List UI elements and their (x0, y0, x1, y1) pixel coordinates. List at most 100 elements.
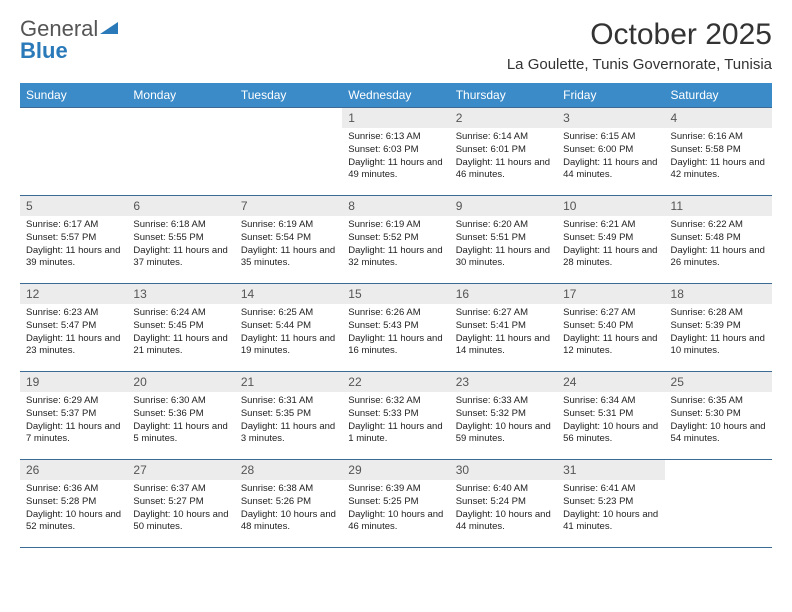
sunset-text: Sunset: 5:33 PM (348, 408, 443, 421)
daylight-text: Daylight: 11 hours and 30 minutes. (456, 245, 551, 271)
sunset-text: Sunset: 5:25 PM (348, 496, 443, 509)
day-number: 22 (342, 372, 449, 392)
calendar-day-cell: 6Sunrise: 6:18 AMSunset: 5:55 PMDaylight… (127, 196, 234, 284)
daylight-text: Daylight: 11 hours and 37 minutes. (133, 245, 228, 271)
calendar-week-row: 19Sunrise: 6:29 AMSunset: 5:37 PMDayligh… (20, 372, 772, 460)
sunrise-text: Sunrise: 6:22 AM (671, 219, 766, 232)
day-details: Sunrise: 6:19 AMSunset: 5:54 PMDaylight:… (235, 216, 342, 272)
day-details: Sunrise: 6:15 AMSunset: 6:00 PMDaylight:… (557, 128, 664, 184)
calendar-day-cell: 15Sunrise: 6:26 AMSunset: 5:43 PMDayligh… (342, 284, 449, 372)
calendar-day-cell: 16Sunrise: 6:27 AMSunset: 5:41 PMDayligh… (450, 284, 557, 372)
sunrise-text: Sunrise: 6:29 AM (26, 395, 121, 408)
sunrise-text: Sunrise: 6:16 AM (671, 131, 766, 144)
day-number: 27 (127, 460, 234, 480)
sunset-text: Sunset: 5:45 PM (133, 320, 228, 333)
sunrise-text: Sunrise: 6:33 AM (456, 395, 551, 408)
sunrise-text: Sunrise: 6:39 AM (348, 483, 443, 496)
sunset-text: Sunset: 5:51 PM (456, 232, 551, 245)
daylight-text: Daylight: 10 hours and 46 minutes. (348, 509, 443, 535)
daylight-text: Daylight: 11 hours and 7 minutes. (26, 421, 121, 447)
day-number: 7 (235, 196, 342, 216)
weekday-header: Tuesday (235, 83, 342, 108)
calendar-day-cell: 4Sunrise: 6:16 AMSunset: 5:58 PMDaylight… (665, 108, 772, 196)
sunset-text: Sunset: 5:23 PM (563, 496, 658, 509)
sunrise-text: Sunrise: 6:21 AM (563, 219, 658, 232)
sunset-text: Sunset: 5:52 PM (348, 232, 443, 245)
calendar-day-cell: 21Sunrise: 6:31 AMSunset: 5:35 PMDayligh… (235, 372, 342, 460)
sunrise-text: Sunrise: 6:36 AM (26, 483, 121, 496)
day-details: Sunrise: 6:24 AMSunset: 5:45 PMDaylight:… (127, 304, 234, 360)
calendar-week-row: 1Sunrise: 6:13 AMSunset: 6:03 PMDaylight… (20, 108, 772, 196)
daylight-text: Daylight: 10 hours and 52 minutes. (26, 509, 121, 535)
calendar-day-cell (20, 108, 127, 196)
location-text: La Goulette, Tunis Governorate, Tunisia (507, 56, 772, 73)
sunset-text: Sunset: 5:54 PM (241, 232, 336, 245)
day-details: Sunrise: 6:37 AMSunset: 5:27 PMDaylight:… (127, 480, 234, 536)
day-details: Sunrise: 6:21 AMSunset: 5:49 PMDaylight:… (557, 216, 664, 272)
calendar-day-cell (127, 108, 234, 196)
sunset-text: Sunset: 5:55 PM (133, 232, 228, 245)
day-number: 18 (665, 284, 772, 304)
day-number: 11 (665, 196, 772, 216)
day-details: Sunrise: 6:23 AMSunset: 5:47 PMDaylight:… (20, 304, 127, 360)
sunrise-text: Sunrise: 6:23 AM (26, 307, 121, 320)
sunrise-text: Sunrise: 6:38 AM (241, 483, 336, 496)
sunrise-text: Sunrise: 6:37 AM (133, 483, 228, 496)
day-number: 8 (342, 196, 449, 216)
calendar-day-cell: 29 Sunrise: 6:39 AMSunset: 5:25 PMDayligh… (342, 460, 449, 548)
day-number: 29 (342, 460, 449, 480)
calendar-week-row: 5Sunrise: 6:17 AMSunset: 5:57 PMDaylight… (20, 196, 772, 284)
calendar-day-cell: 26Sunrise: 6:36 AMSunset: 5:28 PMDayligh… (20, 460, 127, 548)
sunrise-text: Sunrise: 6:40 AM (456, 483, 551, 496)
calendar-day-cell: 9Sunrise: 6:20 AMSunset: 5:51 PMDaylight… (450, 196, 557, 284)
day-details: Sunrise: 6:27 AMSunset: 5:40 PMDaylight:… (557, 304, 664, 360)
day-details: Sunrise: 6:38 AMSunset: 5:26 PMDaylight:… (235, 480, 342, 536)
daylight-text: Daylight: 10 hours and 59 minutes. (456, 421, 551, 447)
daylight-text: Daylight: 11 hours and 26 minutes. (671, 245, 766, 271)
day-details: Sunrise: 6:16 AMSunset: 5:58 PMDaylight:… (665, 128, 772, 184)
sunrise-text: Sunrise: 6:28 AM (671, 307, 766, 320)
daylight-text: Daylight: 11 hours and 10 minutes. (671, 333, 766, 359)
daylight-text: Daylight: 10 hours and 48 minutes. (241, 509, 336, 535)
calendar-day-cell: 14Sunrise: 6:25 AMSunset: 5:44 PMDayligh… (235, 284, 342, 372)
calendar-body: 1Sunrise: 6:13 AMSunset: 6:03 PMDaylight… (20, 108, 772, 548)
sunrise-text: Sunrise: 6:25 AM (241, 307, 336, 320)
sunrise-text: Sunrise: 6:31 AM (241, 395, 336, 408)
day-details: Sunrise: 6:26 AMSunset: 5:43 PMDaylight:… (342, 304, 449, 360)
day-details: Sunrise: 6:40 AMSunset: 5:24 PMDaylight:… (450, 480, 557, 536)
calendar-day-cell: 31Sunrise: 6:41 AMSunset: 5:23 PMDayligh… (557, 460, 664, 548)
daylight-text: Daylight: 11 hours and 28 minutes. (563, 245, 658, 271)
day-number: 31 (557, 460, 664, 480)
day-details: Sunrise: 6:14 AMSunset: 6:01 PMDaylight:… (450, 128, 557, 184)
daylight-text: Daylight: 11 hours and 23 minutes. (26, 333, 121, 359)
day-number: 24 (557, 372, 664, 392)
calendar-day-cell: 28Sunrise: 6:38 AMSunset: 5:26 PMDayligh… (235, 460, 342, 548)
weekday-header: Friday (557, 83, 664, 108)
day-number: 19 (20, 372, 127, 392)
sunset-text: Sunset: 5:43 PM (348, 320, 443, 333)
calendar-week-row: 26Sunrise: 6:36 AMSunset: 5:28 PMDayligh… (20, 460, 772, 548)
day-details: Sunrise: 6:22 AMSunset: 5:48 PMDaylight:… (665, 216, 772, 272)
daylight-text: Daylight: 11 hours and 21 minutes. (133, 333, 228, 359)
day-number: 12 (20, 284, 127, 304)
day-number: 16 (450, 284, 557, 304)
sunset-text: Sunset: 5:31 PM (563, 408, 658, 421)
sunrise-text: Sunrise: 6:32 AM (348, 395, 443, 408)
weekday-header: Monday (127, 83, 234, 108)
sunset-text: Sunset: 5:40 PM (563, 320, 658, 333)
calendar-day-cell: 24Sunrise: 6:34 AMSunset: 5:31 PMDayligh… (557, 372, 664, 460)
calendar-table: SundayMondayTuesdayWednesdayThursdayFrid… (20, 83, 772, 548)
sunset-text: Sunset: 5:30 PM (671, 408, 766, 421)
weekday-header: Thursday (450, 83, 557, 108)
page-header: General Blue October 2025 La Goulette, T… (20, 18, 772, 73)
calendar-day-cell: 17Sunrise: 6:27 AMSunset: 5:40 PMDayligh… (557, 284, 664, 372)
calendar-day-cell: 20Sunrise: 6:30 AMSunset: 5:36 PMDayligh… (127, 372, 234, 460)
sunrise-text: Sunrise: 6:41 AM (563, 483, 658, 496)
daylight-text: Daylight: 11 hours and 42 minutes. (671, 157, 766, 183)
calendar-day-cell: 13Sunrise: 6:24 AMSunset: 5:45 PMDayligh… (127, 284, 234, 372)
sunset-text: Sunset: 5:32 PM (456, 408, 551, 421)
calendar-day-cell: 2Sunrise: 6:14 AMSunset: 6:01 PMDaylight… (450, 108, 557, 196)
calendar-week-row: 12Sunrise: 6:23 AMSunset: 5:47 PMDayligh… (20, 284, 772, 372)
day-number: 15 (342, 284, 449, 304)
calendar-day-cell: 23Sunrise: 6:33 AMSunset: 5:32 PMDayligh… (450, 372, 557, 460)
